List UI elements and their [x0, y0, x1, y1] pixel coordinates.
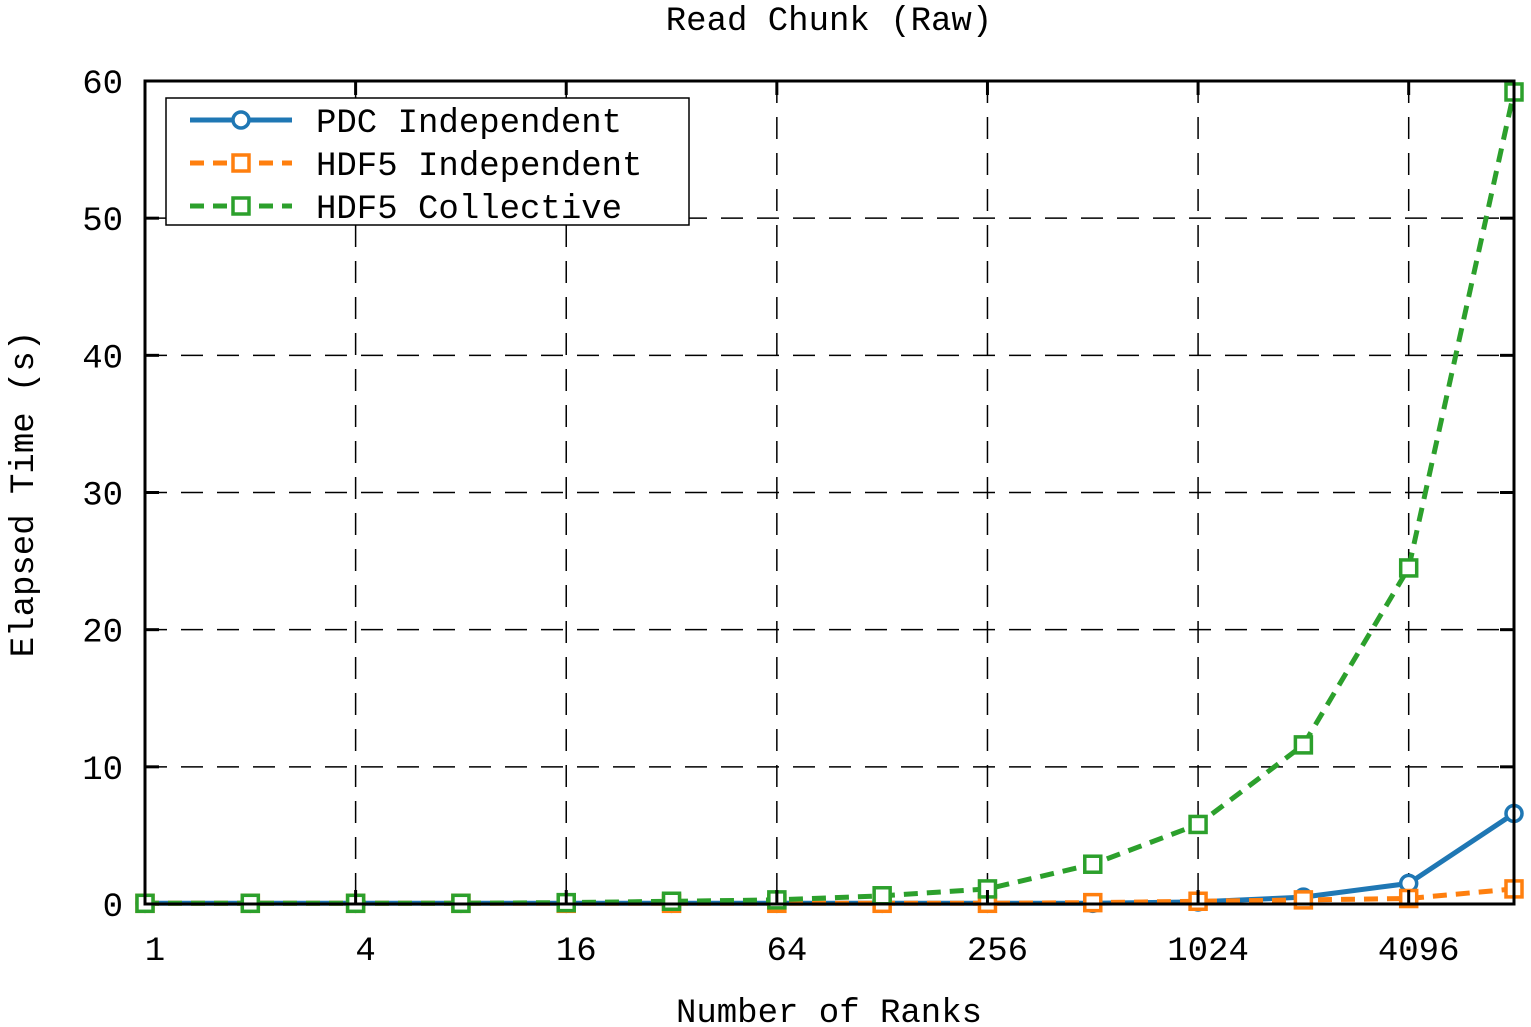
grid-lines: [145, 81, 1514, 904]
y-tick-label: 10: [82, 752, 123, 790]
series-0: [135, 803, 1524, 914]
y-tick-label: 40: [82, 340, 123, 378]
x-tick-label: 1: [145, 933, 165, 971]
series-2: [135, 82, 1524, 914]
y-tick-label: 30: [82, 478, 123, 516]
chart-title: Read Chunk (Raw): [666, 3, 992, 41]
legend-marker: [231, 196, 251, 216]
data-point: [1188, 814, 1208, 835]
x-tick-labels: 1 4 16 64 256 1024 4096: [145, 933, 1460, 971]
y-tick-labels: 0 10 20 30 40 50 60: [82, 66, 123, 927]
data-point: [661, 891, 682, 912]
legend: PDC Independent HDF5 Independent HDF5 Coll…: [165, 97, 690, 229]
x-tick-label: 4: [355, 933, 375, 971]
axis-ticks: [143, 79, 1514, 906]
x-tick-label: 1024: [1167, 933, 1249, 971]
data-point: [1293, 735, 1314, 755]
x-axis-label: Number of Ranks: [676, 995, 982, 1027]
data-point: [1398, 558, 1419, 578]
legend-item: HDF5 Independent: [190, 148, 642, 186]
data-point: [1083, 854, 1103, 874]
series-line: [145, 886, 1515, 906]
data-point: [872, 886, 892, 906]
y-tick-label: 0: [103, 889, 123, 927]
x-tick-label: 16: [556, 933, 597, 971]
legend-marker: [231, 110, 251, 130]
legend-item: PDC Independent: [190, 105, 622, 143]
x-tick-label: 256: [967, 933, 1028, 971]
legend-label: HDF5 Collective: [316, 191, 622, 229]
y-tick-label: 20: [82, 615, 123, 653]
y-axis-label: Elapsed Time (s): [6, 331, 44, 657]
x-tick-label: 4096: [1378, 933, 1460, 971]
y-tick-label: 50: [82, 203, 123, 241]
x-tick-label: 64: [766, 933, 807, 971]
y-tick-label: 60: [82, 66, 123, 104]
legend-marker: [231, 153, 251, 173]
legend-item: HDF5 Collective: [190, 191, 622, 229]
series-line: [145, 91, 1517, 906]
legend-label: PDC Independent: [316, 105, 622, 143]
legend-label: HDF5 Independent: [316, 148, 642, 186]
